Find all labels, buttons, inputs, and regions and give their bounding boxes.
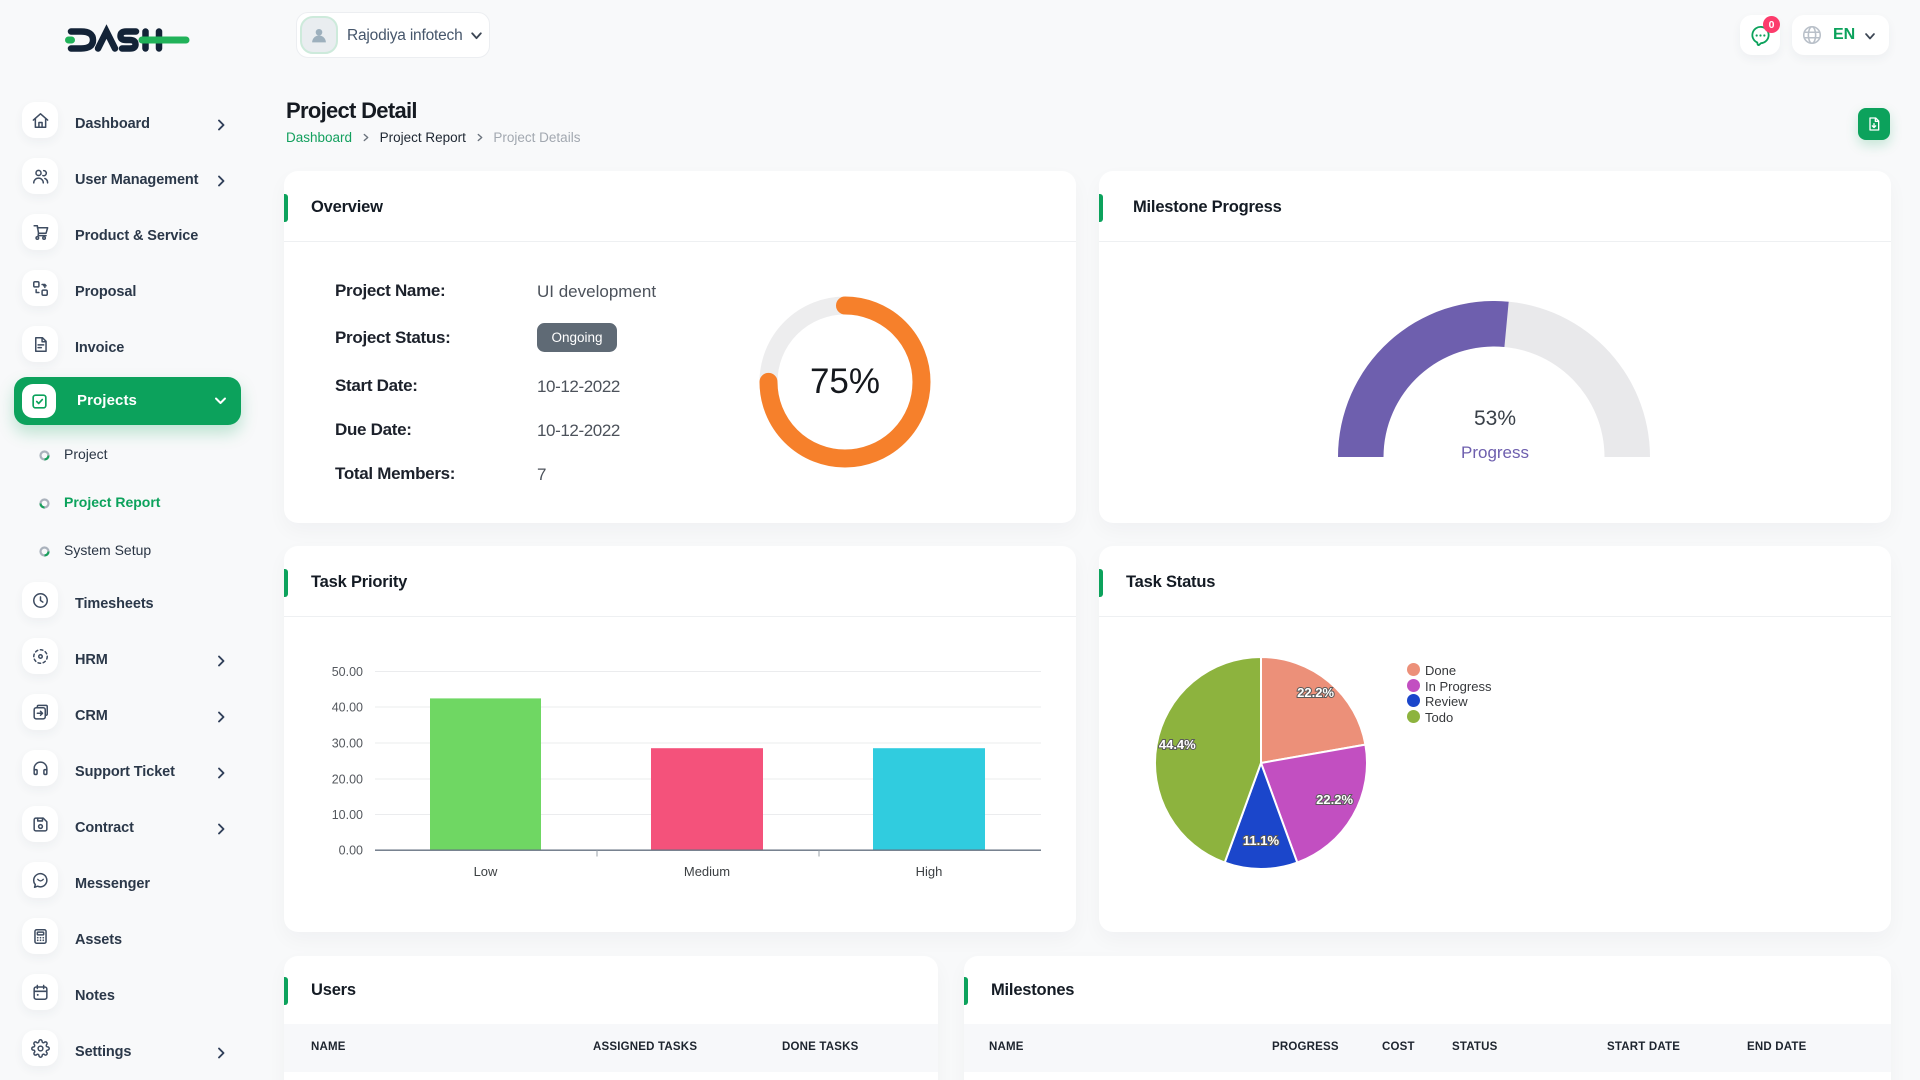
svg-text:50.00: 50.00 <box>332 665 363 679</box>
svg-text:20.00: 20.00 <box>332 773 363 787</box>
svg-text:22.2%: 22.2% <box>1297 685 1334 700</box>
svg-text:22.2%: 22.2% <box>1316 792 1353 807</box>
svg-text:30.00: 30.00 <box>332 737 363 751</box>
svg-text:High: High <box>916 864 943 879</box>
svg-text:40.00: 40.00 <box>332 701 363 715</box>
svg-text:11.1%: 11.1% <box>1243 833 1280 848</box>
svg-text:44.4%: 44.4% <box>1159 737 1196 752</box>
svg-text:Medium: Medium <box>684 864 730 879</box>
svg-text:0.00: 0.00 <box>339 844 363 858</box>
svg-text:10.00: 10.00 <box>332 808 363 822</box>
svg-text:Low: Low <box>474 864 498 879</box>
